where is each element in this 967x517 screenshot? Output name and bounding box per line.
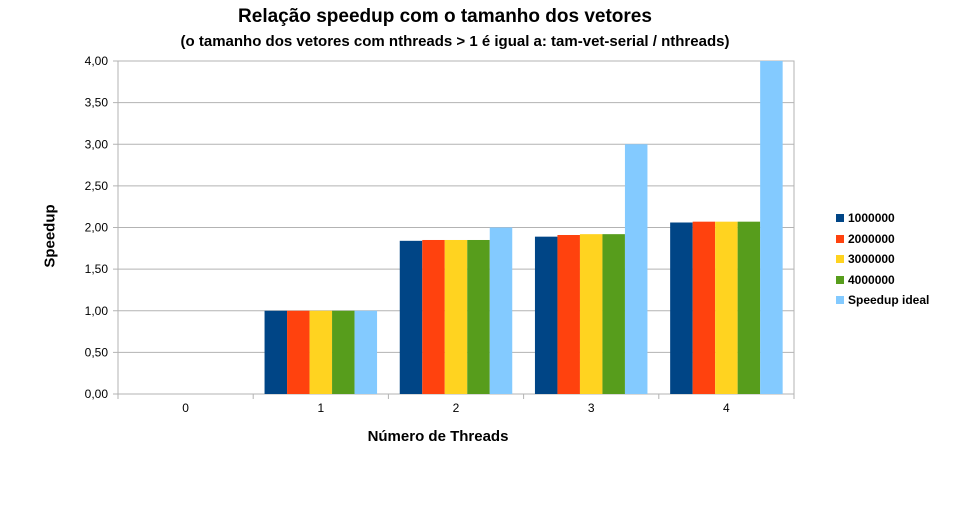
y-tick-label: 2,50 [85,179,109,193]
bar [399,240,423,394]
bar [624,144,648,394]
bar [692,221,716,394]
legend-swatch [836,214,844,223]
bar [557,234,580,394]
legend-label: Speedup ideal [848,293,930,308]
legend-item: 3000000 [836,249,929,270]
y-tick-label: 3,00 [85,137,109,151]
legend-label: 3000000 [848,252,895,267]
bar [670,222,693,394]
legend: 1000000 2000000 3000000 4000000 Speedup idea… [836,208,929,311]
legend-swatch [836,296,844,305]
legend-item: 4000000 [836,270,929,291]
bar [579,234,603,394]
chart-subtitle: (o tamanho dos vetores com nthreads > 1 … [180,33,730,50]
bar [332,310,355,394]
y-tick-label: 4,00 [85,54,109,68]
bar [264,310,288,394]
bar [287,310,310,394]
bar [489,227,513,394]
legend-label: 2000000 [848,231,895,246]
x-tick-label: 4 [723,401,730,415]
y-tick-label: 2,00 [85,221,109,235]
x-tick-label: 3 [588,401,595,415]
x-tick-label: 0 [182,401,189,415]
legend-swatch [836,275,844,284]
legend-swatch [836,255,844,264]
legend-item: 2000000 [836,229,929,250]
x-axis-label: Número de Threads [367,428,509,445]
bar [602,234,625,394]
legend-label: 1000000 [848,211,895,226]
y-tick-label: 3,50 [85,96,109,110]
bar [354,310,378,394]
chart-title: Relação speedup com o tamanho dos vetore… [238,6,652,27]
x-tick-label: 1 [317,401,324,415]
bar [737,221,761,394]
bar [422,239,445,394]
bar [715,221,738,394]
y-tick-label: 0,50 [85,345,109,359]
legend-item: Speedup ideal [836,290,929,311]
legend-swatch [836,234,844,243]
x-tick-label: 2 [453,401,460,415]
bar [309,310,333,394]
bar [760,61,783,394]
legend-label: 4000000 [848,272,895,287]
bar [444,239,468,394]
y-tick-label: 1,50 [85,262,109,276]
y-tick-label: 1,00 [85,304,109,318]
y-tick-label: 0,00 [85,387,109,401]
bar [534,236,558,394]
bar [467,239,490,394]
legend-item: 1000000 [836,208,929,229]
